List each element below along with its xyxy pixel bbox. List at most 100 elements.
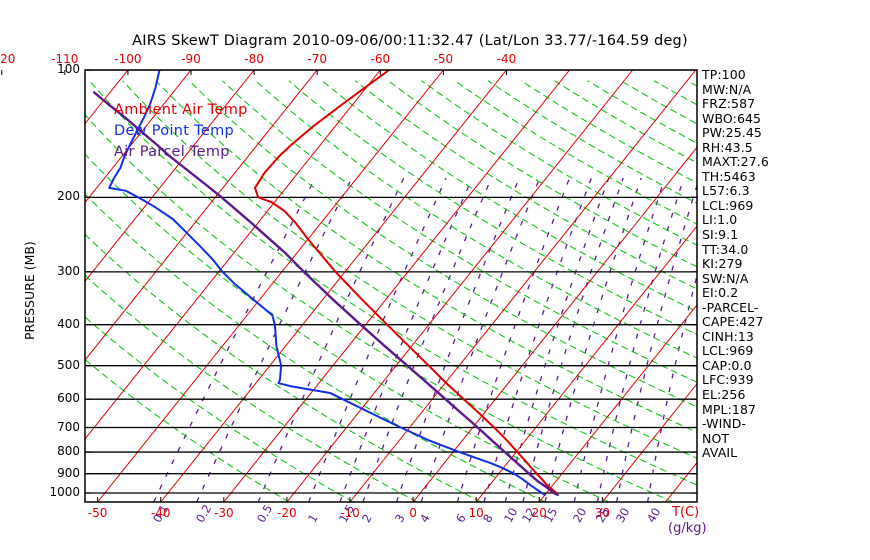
sounding-curve-air-parcel-temp bbox=[92, 91, 559, 497]
mixing-ratio-line bbox=[522, 177, 624, 502]
dry-adiabat-line bbox=[221, 80, 697, 383]
mixing-ratio-line bbox=[395, 177, 520, 502]
top-temp-tick-label: -90 bbox=[181, 52, 201, 66]
param-row: TH:5463 bbox=[702, 168, 756, 184]
top-temp-tick-label: -110 bbox=[51, 52, 79, 66]
isotherm-line bbox=[85, 70, 255, 283]
param-row: NOT bbox=[702, 430, 730, 446]
legend-air-parcel-temp: Air Parcel Temp bbox=[114, 144, 230, 160]
bottom-temp-tick-label: -40 bbox=[150, 506, 171, 520]
param-row: LI:1.0 bbox=[702, 212, 738, 228]
dry-adiabat-line bbox=[85, 274, 418, 502]
temperature-axis-label: T(C) bbox=[672, 505, 700, 520]
dry-adiabat-line bbox=[155, 80, 697, 433]
mixing-ratio-line bbox=[544, 177, 642, 502]
dry-adiabat-line bbox=[321, 80, 697, 313]
isotherm-line bbox=[85, 70, 192, 204]
mixing-ratio-line bbox=[196, 177, 353, 502]
dry-adiabat-line bbox=[288, 80, 697, 336]
mixing-ratio-line bbox=[646, 273, 697, 502]
bottom-temp-tick-label: -10 bbox=[340, 506, 360, 520]
param-row: EL:256 bbox=[702, 387, 746, 403]
param-row: MW:N/A bbox=[702, 81, 752, 97]
param-row: WBO:645 bbox=[702, 110, 762, 126]
top-temp-tick-label: -120 bbox=[0, 52, 16, 66]
mixing-ratio-axis-label: (g/kg) bbox=[668, 521, 707, 536]
pressure-tick-label: 500 bbox=[57, 357, 80, 372]
dry-adiabat-line bbox=[85, 193, 546, 502]
plot-frame bbox=[84, 69, 698, 503]
isotherm-line bbox=[349, 70, 697, 502]
dry-adiabat-line bbox=[89, 80, 697, 486]
bottom-temp-tick-label: 10 bbox=[468, 506, 484, 520]
param-row: SI:9.1 bbox=[702, 227, 739, 243]
param-row: SW:N/A bbox=[702, 270, 749, 286]
bottom-temp-tick-label: -20 bbox=[277, 506, 297, 520]
dry-adiabat-line bbox=[188, 80, 697, 408]
pressure-tick-label: 300 bbox=[57, 263, 80, 278]
isotherm-line bbox=[223, 70, 570, 502]
bottom-temp-tick-label: -50 bbox=[87, 506, 108, 520]
dry-adiabat-line bbox=[85, 316, 354, 502]
pressure-tick-label: 400 bbox=[57, 316, 80, 331]
pressure-tick-label: 600 bbox=[57, 391, 80, 406]
param-row: LCL:969 bbox=[702, 343, 754, 359]
pressure-tick-label: 1000 bbox=[49, 485, 80, 500]
mixing-ratio-line bbox=[504, 177, 610, 502]
param-row: FRZ:587 bbox=[702, 96, 756, 112]
pressure-tick-label: 900 bbox=[57, 465, 80, 480]
param-row: CAPE:427 bbox=[702, 314, 764, 330]
param-row: KI:279 bbox=[702, 256, 743, 272]
isotherm-line bbox=[412, 146, 697, 502]
isotherm-line bbox=[475, 225, 697, 502]
param-row: CAP:0.0 bbox=[702, 357, 752, 373]
pressure-tick-label: 100 bbox=[57, 62, 80, 76]
bottom-temp-tick-label: 30 bbox=[594, 506, 610, 520]
isotherm-line bbox=[85, 70, 381, 440]
isotherm-line bbox=[538, 304, 697, 502]
sounding-curve-ambient-air-temp bbox=[254, 70, 559, 496]
mixing-ratio-line bbox=[339, 177, 473, 502]
param-row: -PARCEL- bbox=[702, 299, 759, 315]
mixing-ratio-line bbox=[362, 177, 492, 502]
param-row: L57:6.3 bbox=[702, 183, 750, 199]
param-row: MPL:187 bbox=[702, 401, 757, 417]
top-temp-tick-label: -70 bbox=[307, 52, 327, 66]
top-temp-tick-label: -60 bbox=[370, 52, 391, 66]
dry-adiabat-line bbox=[85, 358, 290, 502]
isotherm-line bbox=[97, 70, 444, 502]
dry-adiabat-line bbox=[85, 233, 482, 502]
derived-parameters-panel: TP:100 MW:N/A FRZ:587 WBO:645 PW:25.45 RH:43.… bbox=[702, 67, 852, 461]
param-row: EI:0.2 bbox=[702, 285, 739, 301]
param-row: CINH:13 bbox=[702, 328, 754, 344]
top-temp-tick-label: -100 bbox=[114, 52, 142, 66]
page-title: AIRS SkewT Diagram 2010-09-06/00:11:32.4… bbox=[132, 33, 688, 49]
bottom-temp-tick-label: 0 bbox=[409, 506, 417, 520]
mixing-ratio-line bbox=[616, 183, 697, 502]
mixing-ratio-line bbox=[420, 177, 541, 502]
param-row: -WIND- bbox=[702, 416, 747, 432]
isotherm-line bbox=[601, 382, 697, 502]
isotherm-line bbox=[286, 70, 634, 502]
dry-adiabat-line bbox=[853, 81, 870, 502]
pressure-tick-label: 700 bbox=[57, 419, 80, 434]
mixing-ratio-line bbox=[153, 177, 316, 502]
param-row: LCL:969 bbox=[702, 197, 754, 213]
param-row: PW:25.45 bbox=[702, 125, 762, 141]
isotherm-line bbox=[160, 70, 507, 502]
top-temp-tick-label: -40 bbox=[496, 52, 517, 66]
legend-dew-point-temp: Dew Point Temp bbox=[114, 123, 235, 139]
param-row: MAXT:27.6 bbox=[702, 154, 769, 170]
pressure-tick-label: 200 bbox=[57, 189, 80, 204]
mixing-ratio-line bbox=[573, 177, 666, 502]
param-row: RH:43.5 bbox=[702, 139, 753, 155]
param-row: AVAIL bbox=[702, 445, 738, 461]
mixing-ratio-line bbox=[456, 177, 571, 502]
top-temp-tick-label: -50 bbox=[433, 52, 454, 66]
pressure-axis-label: PRESSURE (MB) bbox=[22, 241, 37, 340]
param-row: TP:100 bbox=[702, 67, 746, 82]
param-row: LFC:939 bbox=[702, 372, 754, 388]
isotherm-line bbox=[85, 70, 318, 361]
